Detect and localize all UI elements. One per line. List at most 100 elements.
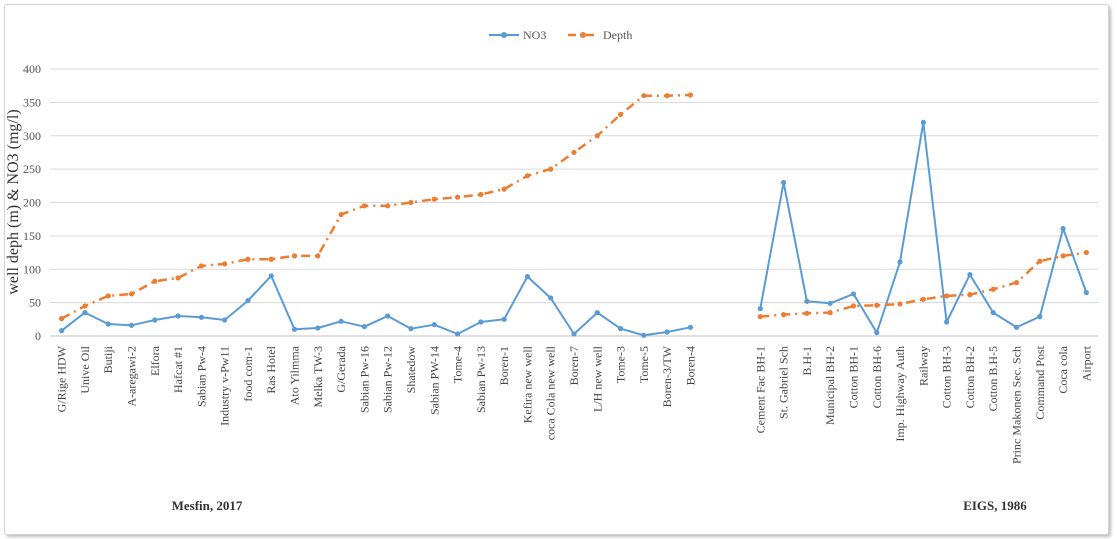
data-point-depth xyxy=(291,253,298,259)
x-tick-label: Sabian Pw-16 xyxy=(357,346,371,413)
legend-no3-marker xyxy=(501,32,507,38)
data-point-depth xyxy=(361,203,367,209)
group-label-eigs: EIGS, 1986 xyxy=(963,498,1027,513)
x-tick-label: G/Gerada xyxy=(334,345,348,392)
x-tick-label: Airport xyxy=(1079,345,1093,381)
data-point-no3 xyxy=(291,326,298,332)
data-point-no3 xyxy=(617,326,624,332)
x-tick-label: Coca cola xyxy=(1056,345,1070,393)
data-point-depth xyxy=(408,199,414,206)
data-point-depth xyxy=(431,196,437,202)
x-tick-label: St. Gabriel Sch xyxy=(777,346,791,419)
x-tick-label: Tome-5 xyxy=(637,346,651,383)
data-point-no3 xyxy=(385,313,391,319)
data-point-depth xyxy=(478,191,484,198)
x-tick-label: A-aregawi-2 xyxy=(125,346,139,407)
data-point-depth xyxy=(385,203,391,209)
x-tick-label: Ato Yilmma xyxy=(288,345,302,405)
x-tick-label: Tome-4 xyxy=(451,346,465,383)
x-tick-label: Railway xyxy=(916,346,930,386)
data-point-depth xyxy=(804,310,810,316)
data-point-depth xyxy=(827,310,833,316)
y-tick-label: 350 xyxy=(23,95,41,109)
y-axis-ticks: 0 50 100 150 200 250 300 350 400 xyxy=(23,62,41,343)
x-tick-label: Boren-3/TW xyxy=(660,345,674,407)
data-point-no3 xyxy=(990,310,996,316)
y-tick-label: 150 xyxy=(23,229,41,243)
data-point-no3 xyxy=(781,179,787,186)
data-point-no3 xyxy=(338,318,344,324)
data-point-no3 xyxy=(501,316,507,322)
legend: NO3 Depth xyxy=(489,28,632,42)
data-point-no3 xyxy=(245,298,251,304)
x-tick-label: G/Rige HDW xyxy=(55,345,69,412)
y-tick-label: 50 xyxy=(29,296,41,310)
data-point-depth xyxy=(1083,249,1089,256)
series-line-depth xyxy=(61,93,691,320)
data-point-no3 xyxy=(920,119,926,125)
legend-depth-marker xyxy=(580,32,586,38)
data-point-no3 xyxy=(478,319,484,325)
data-point-no3 xyxy=(967,271,973,278)
data-point-depth xyxy=(152,278,158,284)
x-axis-labels: G/Rige HDW Unive Oil Butiji A-aregawi-2 Elfo… xyxy=(55,345,1094,464)
data-point-depth xyxy=(757,314,763,320)
y-tick-label: 0 xyxy=(35,329,41,343)
gridlines xyxy=(50,68,1098,337)
data-point-depth xyxy=(967,292,973,298)
x-tick-label: Municipal BH-2 xyxy=(823,346,837,425)
data-point-no3 xyxy=(524,273,531,280)
data-point-no3 xyxy=(944,319,950,325)
y-tick-label: 100 xyxy=(23,262,41,276)
x-tick-label: Cotton B.H-5 xyxy=(986,346,1000,411)
data-point-no3 xyxy=(687,324,694,330)
data-point-no3 xyxy=(268,273,274,279)
x-tick-label: L/H new well xyxy=(590,345,604,412)
data-point-depth xyxy=(338,211,344,218)
legend-depth-label: Depth xyxy=(603,28,632,42)
data-point-no3 xyxy=(198,314,204,320)
plot-area xyxy=(59,92,1089,338)
data-point-depth xyxy=(315,253,321,259)
data-point-no3 xyxy=(431,322,437,328)
x-tick-label: Butiji xyxy=(101,345,115,373)
data-point-no3 xyxy=(82,310,88,316)
data-point-depth xyxy=(781,312,787,318)
data-point-depth xyxy=(594,133,600,139)
y-axis-label: well deph (m) & NO3 (mg/l) xyxy=(5,109,22,294)
x-tick-label: Unive Oil xyxy=(78,345,92,393)
data-point-depth xyxy=(641,93,647,99)
data-point-depth xyxy=(664,93,670,99)
x-tick-label: coca Cola new well xyxy=(544,345,558,440)
x-tick-label: Cement Fac BH-1 xyxy=(753,346,767,433)
y-tick-label: 250 xyxy=(23,162,41,176)
data-point-depth xyxy=(990,286,996,292)
x-tick-label: Boren-1 xyxy=(497,346,511,385)
series-line-depth xyxy=(760,251,1087,318)
data-point-depth xyxy=(268,256,274,262)
data-point-no3 xyxy=(874,330,880,336)
data-point-no3 xyxy=(105,321,111,327)
group-label-mesfin: Mesfin, 2017 xyxy=(172,498,243,513)
data-point-depth xyxy=(1037,258,1043,264)
data-point-no3 xyxy=(222,317,228,323)
data-point-no3 xyxy=(315,325,321,331)
data-point-no3 xyxy=(571,331,577,337)
data-point-depth xyxy=(198,263,204,269)
data-point-depth xyxy=(454,194,461,200)
data-point-no3 xyxy=(850,291,857,297)
data-point-no3 xyxy=(1037,314,1043,320)
data-point-no3 xyxy=(361,324,367,330)
data-point-depth xyxy=(850,303,857,309)
data-point-no3 xyxy=(827,300,833,306)
data-point-depth xyxy=(501,186,507,192)
x-tick-label: Sabian Pw-4 xyxy=(194,346,208,407)
data-point-depth xyxy=(1060,253,1066,259)
data-point-no3 xyxy=(1083,290,1089,296)
x-tick-label: Cotton BH-1 xyxy=(847,346,861,408)
data-point-depth xyxy=(617,111,624,117)
x-tick-label: Imp. Highway Auth xyxy=(893,346,907,442)
data-point-no3 xyxy=(1013,324,1020,330)
data-point-depth xyxy=(897,301,903,307)
